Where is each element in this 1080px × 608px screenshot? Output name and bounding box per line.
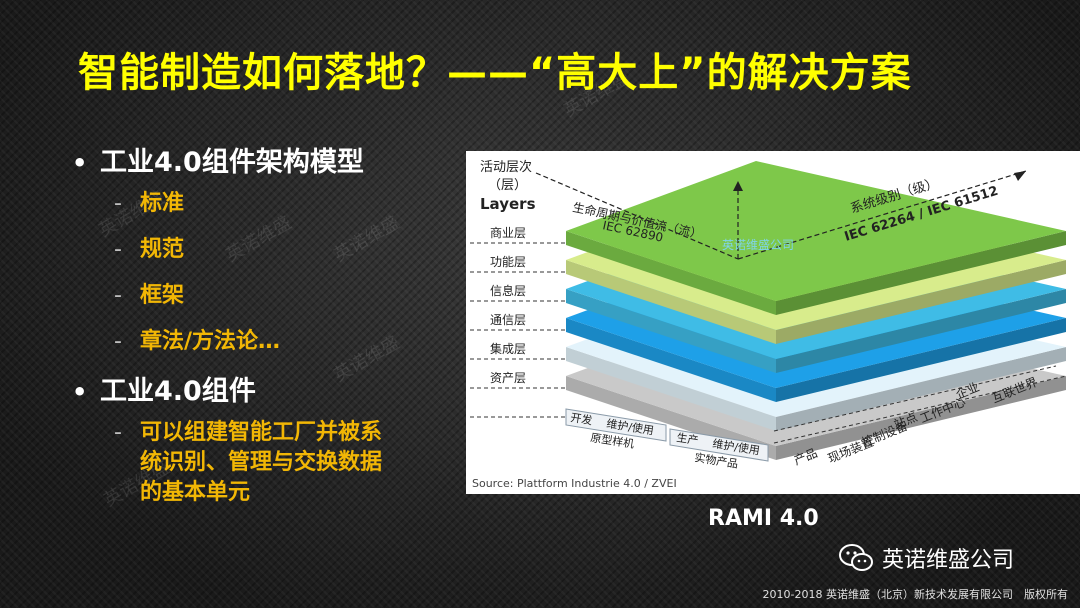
dash-icon: - [114, 191, 122, 216]
layer-slab-side [776, 289, 1066, 373]
bullet-dot-icon: • [72, 378, 88, 406]
layer-slab-side [566, 289, 776, 373]
layer-slab-side [566, 260, 776, 344]
lifecycle-sub: 原型样机 [590, 430, 636, 451]
dash-icon: - [114, 420, 122, 445]
brand: 英诺维盛公司 [838, 542, 1014, 574]
lifecycle-cell: 生产 [676, 430, 700, 447]
layer-slab-side [776, 376, 1066, 460]
bullet-item: • 工业4.0组件 [72, 369, 452, 408]
layer-label: 集成层 [490, 341, 526, 356]
sub-bullet-label: 可以组建智能工厂并被系 统识别、管理与交换数据 的基本单元 [140, 420, 383, 505]
sub-bullet-label: 章法/方法论… [140, 329, 281, 354]
lifecycle-sub: 实物产品 [694, 450, 740, 471]
bullet-dot-icon: • [72, 149, 88, 177]
sub-bullet-label: 标准 [140, 191, 185, 216]
rami-diagram: 活动层次 （层） Layers 商业层 功能层 信息层 通信层 集成层 资产层 [470, 159, 1067, 490]
copyright: 2010-2018 英诺维盛（北京）新技术发展有限公司 版权所有 [762, 588, 1068, 601]
lifecycle-cell: 开发 [570, 410, 594, 427]
layers-title: （层） [488, 178, 527, 193]
layers-title: 活动层次 [480, 159, 532, 175]
sub-bullet-label: 规范 [140, 237, 185, 262]
bullet-label: 工业4.0组件 [100, 376, 256, 407]
dash-icon: - [114, 329, 122, 354]
dash-icon: - [114, 283, 122, 308]
lifecycle-row: 开发 维护/使用 原型样机 生产 维护/使用 实物产品 [565, 408, 769, 471]
bullet-list: • 工业4.0组件架构模型 - 标准 - 规范 - 框架 - 章法/方法论… •… [72, 140, 452, 524]
layer-slab-side [776, 347, 1066, 431]
layer-slab-top [566, 161, 1066, 301]
sub-bullet: - 可以组建智能工厂并被系 统识别、管理与交换数据 的基本单元 [114, 418, 452, 508]
layer-label: 资产层 [490, 371, 526, 385]
layer-stack [566, 161, 1066, 460]
bullet-label: 工业4.0组件架构模型 [100, 147, 364, 178]
bullet-item: • 工业4.0组件架构模型 [72, 140, 452, 179]
sub-bullet: - 标准 [114, 189, 452, 219]
layer-label: 通信层 [490, 313, 526, 327]
dash-icon: - [114, 237, 122, 262]
layer-slab-side [566, 347, 776, 431]
layers-title: Layers [480, 195, 536, 213]
layer-label: 商业层 [490, 225, 526, 240]
hierarchy-guides [773, 365, 1067, 444]
layer-slab-side [566, 318, 776, 402]
figure-caption: RAMI 4.0 [708, 506, 819, 531]
layer-slab-side [776, 260, 1066, 344]
sub-bullet: - 章法/方法论… [114, 327, 452, 357]
layer-slab-side [566, 231, 776, 315]
layer-guides [470, 242, 566, 418]
slide-title: 智能制造如何落地？——“高大上”的解决方案 [78, 50, 912, 96]
sub-bullet: - 框架 [114, 281, 452, 311]
sub-bullet: - 规范 [114, 235, 452, 265]
axis-arrow-icon [733, 171, 1026, 191]
layer-slab-side [776, 318, 1066, 402]
wechat-icon [839, 544, 873, 571]
cube-watermark: 英诺维盛公司 [722, 237, 794, 252]
layer-label: 功能层 [490, 255, 526, 269]
layer-slab-side [776, 231, 1066, 315]
figure-source: Source: Plattform Industrie 4.0 / ZVEI [472, 477, 677, 490]
layer-label: 信息层 [490, 283, 526, 298]
brand-name: 英诺维盛公司 [882, 548, 1015, 573]
rami-figure: 活动层次 （层） Layers 商业层 功能层 信息层 通信层 集成层 资产层 [466, 151, 1080, 494]
sub-bullet-label: 框架 [140, 283, 185, 308]
axes [535, 170, 1027, 260]
